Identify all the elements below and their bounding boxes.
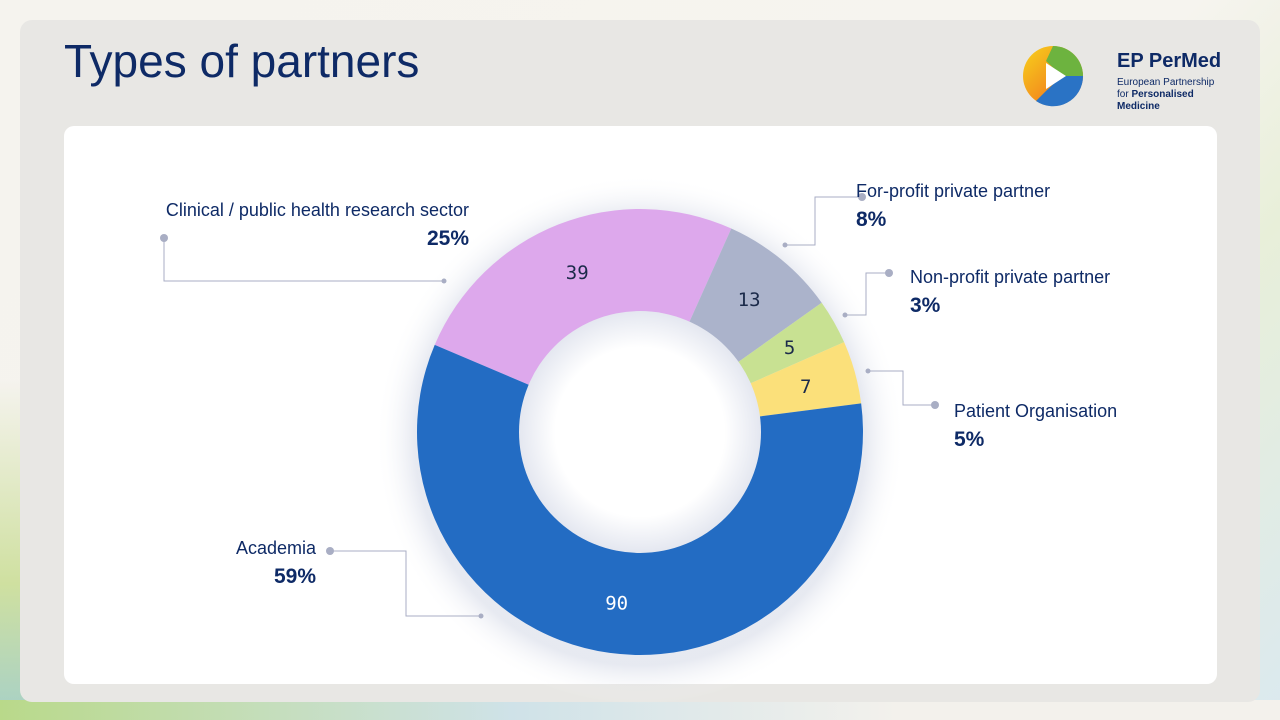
page-title: Types of partners [64, 35, 420, 87]
category-label: Academia [235, 538, 316, 558]
donut-slice [434, 208, 732, 386]
logo-line2-bold: Personalised Medicine [1117, 89, 1194, 112]
logo-icon [1023, 46, 1084, 107]
logo: EP PerMed European Partnership for Perso… [1022, 45, 1222, 112]
leader-line-for-profit [785, 196, 862, 246]
category-label: Non-profit private partner [910, 267, 1111, 287]
legend-label-non-profit: Non-profit private partner 3% [910, 267, 1110, 318]
percent-label: 59% [273, 565, 316, 588]
logo-name: EP PerMed [1117, 50, 1222, 72]
logo-subtitle: European Partnership for Personalised Me… [1117, 77, 1222, 113]
background-decoration [0, 700, 1280, 720]
percent-label: 25% [426, 227, 469, 250]
leader-line-non-profit [845, 272, 889, 316]
logo-line1: European Partnership [1117, 77, 1215, 88]
data-value-label: 39 [566, 262, 589, 284]
percent-label: 5% [954, 428, 985, 451]
leader-line-clinical [163, 238, 444, 282]
percent-label: 8% [856, 208, 887, 231]
donut-hole [519, 311, 761, 553]
donut-slice [737, 302, 845, 384]
category-label: For-profit private partner [856, 181, 1051, 201]
logo-line2-prefix: for [1117, 89, 1132, 100]
percent-label: 3% [910, 294, 941, 317]
category-label: Clinical / public health research sector [165, 200, 469, 220]
data-value-label: 13 [738, 289, 761, 311]
category-label: Patient Organisation [954, 401, 1118, 421]
donut-slice [749, 342, 862, 417]
donut-slice [689, 228, 822, 363]
legend-label-for-profit: For-profit private partner 8% [856, 181, 1050, 232]
logo-line2: for Personalised Medicine [1117, 89, 1222, 113]
data-value-label: 7 [800, 376, 811, 398]
leader-line-academia [330, 550, 481, 617]
leader-dots [160, 193, 939, 619]
data-value-label: 5 [784, 337, 795, 359]
leader-lines [163, 196, 935, 617]
legend-label-academia: Academia 59% [236, 538, 316, 589]
legend-label-patient: Patient Organisation 5% [954, 401, 1117, 452]
leader-line-patient [868, 370, 935, 406]
data-value-label: 90 [605, 592, 628, 614]
legend-label-clinical: Clinical / public health research sector… [166, 200, 469, 251]
donut-slice [417, 344, 863, 655]
